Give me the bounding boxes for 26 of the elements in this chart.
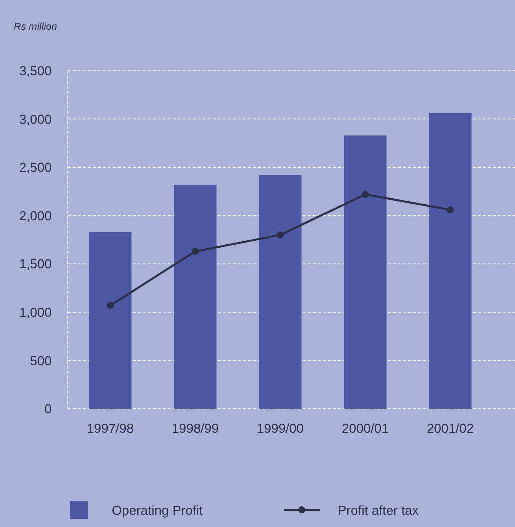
y-axis-title: Rs million bbox=[14, 22, 58, 33]
y-tick-label: 0 bbox=[44, 402, 52, 417]
bar bbox=[89, 232, 132, 409]
point bbox=[107, 302, 114, 310]
point bbox=[362, 191, 369, 198]
y-tick-label: 2,500 bbox=[19, 160, 52, 176]
legend-label: Profit after tax bbox=[338, 503, 420, 518]
point bbox=[192, 248, 199, 256]
y-tick-label: 1,000 bbox=[19, 304, 52, 320]
x-tick-label: 1997/98 bbox=[87, 421, 134, 436]
point bbox=[277, 232, 284, 239]
x-tick-label: 2001/02 bbox=[427, 421, 474, 436]
point bbox=[447, 206, 454, 214]
y-tick-label: 3,000 bbox=[19, 112, 52, 127]
y-tick-label: 500 bbox=[30, 353, 52, 368]
y-tick-label: 1,500 bbox=[19, 256, 52, 272]
y-tick-label: 3,500 bbox=[19, 64, 52, 79]
bar bbox=[259, 175, 302, 409]
bar bbox=[344, 136, 387, 409]
bar bbox=[429, 113, 472, 409]
legend-label: Operating Profit bbox=[112, 503, 204, 518]
x-tick-label: 1998/99 bbox=[172, 421, 219, 436]
x-tick-label: 1999/00 bbox=[257, 421, 304, 436]
y-tick-label: 2,000 bbox=[19, 208, 52, 224]
bar bbox=[174, 184, 217, 409]
x-tick-label: 2000/01 bbox=[342, 421, 389, 436]
